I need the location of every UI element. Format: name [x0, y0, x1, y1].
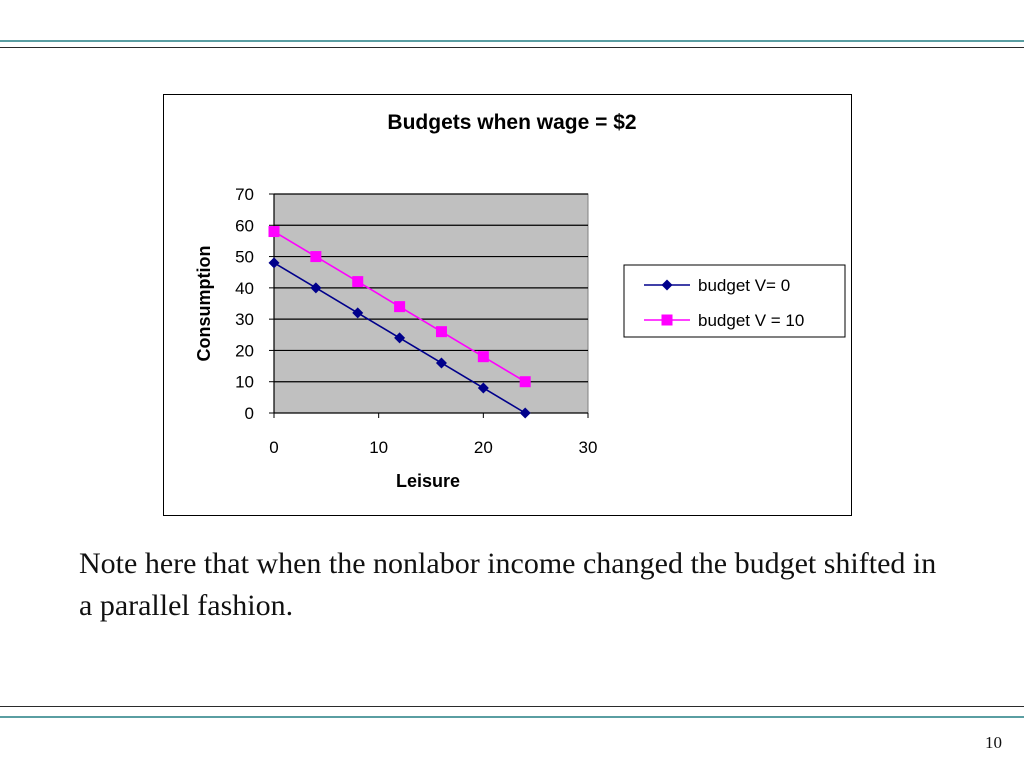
data-point-series-2 — [519, 376, 531, 388]
bottom-rule-teal — [0, 716, 1024, 718]
data-point-series-1 — [268, 257, 280, 269]
y-tick-label: 30 — [235, 310, 254, 329]
data-point-series-2 — [268, 226, 280, 238]
y-axis-label: Consumption — [194, 246, 214, 362]
data-point-series-1 — [435, 357, 447, 369]
slide-body-text: Note here that when the nonlabor income … — [79, 547, 937, 622]
y-tick-label: 20 — [235, 341, 254, 360]
chart-title: Budgets when wage = $2 — [387, 111, 636, 134]
x-tick-label: 10 — [369, 438, 388, 457]
data-point-series-2 — [394, 301, 406, 313]
legend-label-series-2: budget V = 10 — [698, 311, 804, 330]
y-tick-label: 60 — [235, 216, 254, 235]
data-point-series-1 — [352, 307, 364, 319]
top-rule-dark — [0, 47, 1024, 48]
chart-frame: 0 10 20 30 40 50 60 70 0 10 20 30 Budgets when wage … — [163, 94, 852, 516]
bottom-rule-dark — [0, 706, 1024, 707]
data-point-series-2 — [435, 326, 447, 338]
data-point-series-2 — [310, 251, 322, 263]
chart: 0 10 20 30 40 50 60 70 0 10 20 30 Budgets when wage … — [194, 111, 846, 491]
legend-marker-series-2 — [661, 314, 673, 326]
legend-marker-series-1 — [661, 279, 673, 291]
y-tick-label: 40 — [235, 279, 254, 298]
legend-label-series-1: budget V= 0 — [698, 276, 790, 295]
legend-box — [623, 264, 846, 338]
y-tick-label: 70 — [235, 185, 254, 204]
data-point-series-2 — [352, 276, 364, 288]
y-tick-label: 50 — [235, 248, 254, 267]
data-point-series-1 — [394, 332, 406, 344]
y-tick-label: 10 — [235, 373, 254, 392]
x-tick-label: 0 — [269, 438, 278, 457]
x-tick-label: 30 — [579, 438, 598, 457]
x-axis-label: Leisure — [396, 471, 460, 491]
data-point-series-2 — [477, 351, 489, 363]
plot-area — [273, 193, 589, 414]
page-number: 10 — [985, 733, 1002, 752]
x-tick-label: 20 — [474, 438, 493, 457]
y-tick-label: 0 — [245, 404, 254, 423]
data-point-series-1 — [477, 382, 489, 394]
data-point-series-1 — [519, 407, 531, 419]
data-point-series-1 — [310, 282, 322, 294]
top-rule-teal — [0, 40, 1024, 42]
